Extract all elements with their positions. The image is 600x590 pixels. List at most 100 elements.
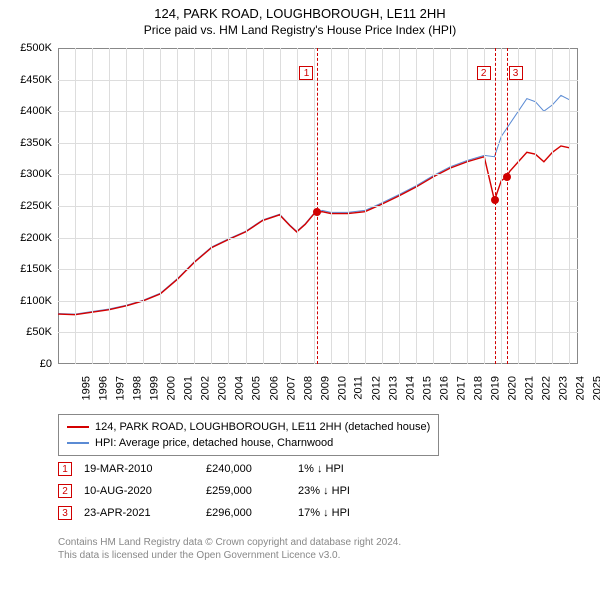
gridline-v xyxy=(194,48,195,364)
event-price: £240,000 xyxy=(206,463,286,475)
marker-dot-2 xyxy=(491,196,499,204)
x-axis-label: 2019 xyxy=(490,376,502,400)
x-axis-label: 2011 xyxy=(352,376,364,400)
y-axis-label: £350K xyxy=(0,137,52,149)
y-axis-label: £300K xyxy=(0,168,52,180)
gridline-v xyxy=(126,48,127,364)
marker-dot-1 xyxy=(313,208,321,216)
x-axis-label: 2012 xyxy=(370,376,382,400)
x-axis-label: 1995 xyxy=(80,376,92,400)
gridline-v xyxy=(552,48,553,364)
footer: Contains HM Land Registry data © Crown c… xyxy=(58,536,401,562)
legend-row-hpi: HPI: Average price, detached house, Char… xyxy=(67,435,430,451)
gridline-v xyxy=(484,48,485,364)
gridline-v xyxy=(416,48,417,364)
x-axis-label: 2005 xyxy=(251,376,263,400)
event-price: £296,000 xyxy=(206,507,286,519)
x-axis-label: 2025 xyxy=(592,376,600,400)
gridline-v xyxy=(263,48,264,364)
y-axis-label: £150K xyxy=(0,263,52,275)
event-num: 2 xyxy=(58,484,72,498)
x-axis-label: 2016 xyxy=(439,376,451,400)
gridline-v xyxy=(109,48,110,364)
y-axis-label: £500K xyxy=(0,42,52,54)
event-num: 3 xyxy=(58,506,72,520)
gridline-v xyxy=(467,48,468,364)
legend-swatch-hpi xyxy=(67,442,89,444)
x-axis-label: 2008 xyxy=(302,376,314,400)
x-axis-label: 2021 xyxy=(524,376,536,400)
event-row: 1 19-MAR-2010 £240,000 1% ↓ HPI xyxy=(58,458,398,480)
gridline-v xyxy=(348,48,349,364)
x-axis-label: 2000 xyxy=(166,376,178,400)
x-axis-label: 2018 xyxy=(473,376,485,400)
gridline-v xyxy=(75,48,76,364)
event-diff: 1% ↓ HPI xyxy=(298,463,398,475)
chart-area: £0£50K£100K£150K£200K£250K£300K£350K£400… xyxy=(0,0,600,420)
gridline-v xyxy=(297,48,298,364)
marker-box-3: 3 xyxy=(509,66,523,80)
x-axis-label: 1997 xyxy=(115,376,127,400)
gridline-v xyxy=(569,48,570,364)
marker-line-3 xyxy=(507,48,508,364)
x-axis-label: 1999 xyxy=(149,376,161,400)
footer-line1: Contains HM Land Registry data © Crown c… xyxy=(58,536,401,549)
gridline-v xyxy=(535,48,536,364)
gridline-v xyxy=(501,48,502,364)
x-axis-label: 2013 xyxy=(387,376,399,400)
event-date: 10-AUG-2020 xyxy=(84,485,194,497)
gridline-v xyxy=(246,48,247,364)
x-axis-label: 2009 xyxy=(319,376,331,400)
gridline-v xyxy=(365,48,366,364)
marker-dot-3 xyxy=(503,173,511,181)
legend-label-hpi: HPI: Average price, detached house, Char… xyxy=(95,437,333,449)
marker-box-1: 1 xyxy=(299,66,313,80)
legend: 124, PARK ROAD, LOUGHBOROUGH, LE11 2HH (… xyxy=(58,414,439,456)
gridline-v xyxy=(518,48,519,364)
x-axis-label: 2007 xyxy=(285,376,297,400)
gridline-v xyxy=(92,48,93,364)
marker-box-2: 2 xyxy=(477,66,491,80)
y-axis-label: £100K xyxy=(0,295,52,307)
y-axis-label: £200K xyxy=(0,232,52,244)
legend-row-price-paid: 124, PARK ROAD, LOUGHBOROUGH, LE11 2HH (… xyxy=(67,419,430,435)
marker-line-2 xyxy=(495,48,496,364)
gridline-v xyxy=(177,48,178,364)
event-row: 210-AUG-2020£259,00023% ↓ HPI xyxy=(58,480,398,502)
x-axis-label: 1998 xyxy=(132,376,144,400)
x-axis-label: 2010 xyxy=(336,376,348,400)
gridline-v xyxy=(280,48,281,364)
legend-label-price-paid: 124, PARK ROAD, LOUGHBOROUGH, LE11 2HH (… xyxy=(95,421,430,433)
gridline-v xyxy=(314,48,315,364)
gridline-v xyxy=(211,48,212,364)
x-axis-label: 2002 xyxy=(200,376,212,400)
gridline-v xyxy=(433,48,434,364)
gridline-v xyxy=(143,48,144,364)
marker-line-1 xyxy=(317,48,318,364)
gridline-v xyxy=(331,48,332,364)
event-row: 3 23-APR-2021 £296,000 17% ↓ HPI xyxy=(58,502,398,524)
y-axis-label: £0 xyxy=(0,358,52,370)
event-date: 19-MAR-2010 xyxy=(84,463,194,475)
y-axis-label: £250K xyxy=(0,200,52,212)
legend-swatch-price-paid xyxy=(67,426,89,428)
y-axis-label: £450K xyxy=(0,74,52,86)
y-axis-label: £400K xyxy=(0,105,52,117)
gridline-v xyxy=(399,48,400,364)
gridline-v xyxy=(450,48,451,364)
event-date: 23-APR-2021 xyxy=(84,507,194,519)
gridline-v xyxy=(382,48,383,364)
x-axis-label: 2023 xyxy=(558,376,570,400)
x-axis-label: 2015 xyxy=(421,376,433,400)
chart-svg xyxy=(0,0,600,420)
event-diff: 17% ↓ HPI xyxy=(298,507,398,519)
event-num: 1 xyxy=(58,462,72,476)
x-axis-label: 2020 xyxy=(507,376,519,400)
x-axis-label: 2001 xyxy=(183,376,195,400)
x-axis-label: 2014 xyxy=(404,376,416,400)
x-axis-label: 2017 xyxy=(456,376,468,400)
x-axis-label: 2022 xyxy=(541,376,553,400)
x-axis-label: 1996 xyxy=(98,376,110,400)
x-axis-label: 2024 xyxy=(575,376,587,400)
events-table: 1 19-MAR-2010 £240,000 1% ↓ HPI 2 10-AUG-2020… xyxy=(58,458,398,524)
